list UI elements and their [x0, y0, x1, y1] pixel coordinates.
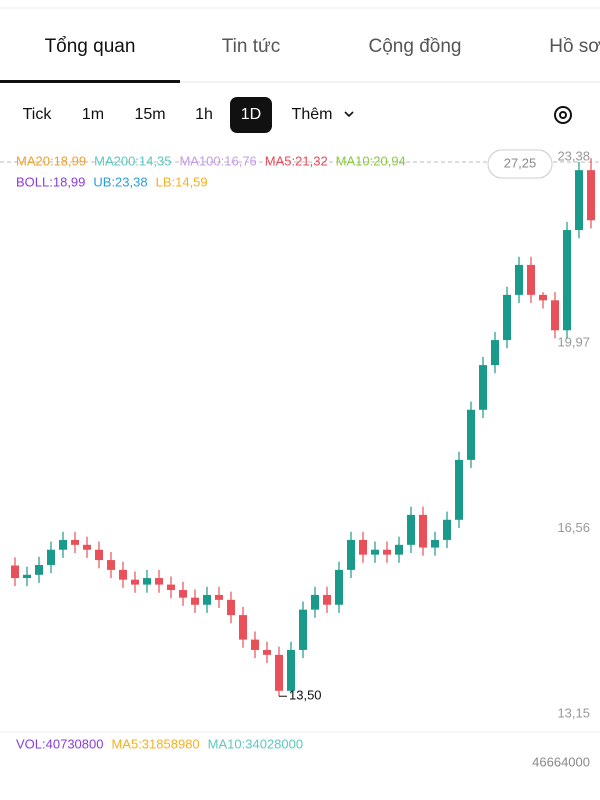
- candle-body: [35, 564, 43, 575]
- candle-body: [287, 649, 295, 691]
- tab-underline: [0, 80, 180, 83]
- indicator-label: BOLL:18,99: [16, 174, 85, 189]
- candle-body: [467, 409, 475, 460]
- candle-body: [191, 597, 199, 605]
- candle-body: [443, 519, 451, 540]
- candle-body: [491, 340, 499, 366]
- y-tick-label: 16,56: [557, 520, 590, 535]
- low-annotation: 13,50: [289, 688, 322, 703]
- candle-body: [455, 459, 463, 520]
- candle-body: [395, 544, 403, 555]
- candle-body: [11, 565, 19, 579]
- candle-body: [215, 594, 223, 600]
- candle-body: [83, 544, 91, 550]
- indicator-label: MA5:21,32: [265, 153, 328, 168]
- candle-body: [95, 549, 103, 561]
- y-tick-label: 19,97: [557, 334, 590, 349]
- candle-body: [119, 569, 127, 580]
- candle-body: [347, 539, 355, 570]
- candle-body: [179, 590, 187, 598]
- chevron: [344, 111, 354, 118]
- indicator-label: MA10:34028000: [208, 736, 303, 751]
- candle-body: [587, 170, 595, 221]
- candle-body: [479, 365, 487, 410]
- timeframe[interactable]: Thêm: [292, 106, 333, 123]
- candle-body: [359, 539, 367, 555]
- timeframe[interactable]: Tick: [23, 106, 53, 123]
- candle-body: [155, 578, 163, 585]
- gear-ring: [554, 106, 572, 124]
- indicator-label: MA5:31858980: [111, 736, 199, 751]
- tab[interactable]: Tổng quan: [45, 36, 136, 57]
- indicator-label: MA20:18,99: [16, 153, 86, 168]
- timeframe-selected: [230, 97, 272, 133]
- tab[interactable]: Cộng đồng: [369, 36, 462, 57]
- timeframe[interactable]: 15m: [134, 106, 165, 123]
- candle-body: [527, 264, 535, 295]
- volume-axis-label: 46664000: [532, 754, 590, 769]
- candle-body: [203, 594, 211, 605]
- candle-body: [59, 539, 67, 550]
- candle-body: [167, 584, 175, 591]
- candle-body: [107, 560, 115, 570]
- price-tag: 27,25: [504, 155, 537, 170]
- candle-body: [227, 599, 235, 616]
- candle-body: [251, 639, 259, 650]
- candle-body: [143, 578, 151, 585]
- gear-hub: [559, 111, 567, 119]
- y-tick-label: 13,15: [557, 706, 590, 721]
- candle-body: [563, 230, 571, 331]
- candle-body: [131, 579, 139, 585]
- settings-icon[interactable]: [554, 106, 572, 124]
- candle-body: [275, 654, 283, 691]
- candle-body: [371, 549, 379, 555]
- timeframe[interactable]: 1D: [241, 106, 261, 123]
- candle-body: [47, 549, 55, 565]
- price-tag-box: [487, 149, 553, 179]
- indicator-label: MA10:20,94: [336, 153, 406, 168]
- indicator-label: VOL:40730800: [16, 736, 103, 751]
- candle-body: [263, 649, 271, 655]
- indicator-label: LB:14,59: [156, 174, 208, 189]
- candle-body: [575, 170, 583, 231]
- candle-body: [551, 300, 559, 331]
- tab[interactable]: Hồ sơ: [549, 36, 600, 57]
- indicator-label: MA200:14,35: [94, 153, 171, 168]
- candle-body: [71, 539, 79, 545]
- indicator-label: UB:23,38: [93, 174, 147, 189]
- candle-body: [311, 594, 319, 610]
- candle-body: [23, 574, 31, 579]
- candle-body: [419, 514, 427, 548]
- tab[interactable]: Tin tức: [222, 36, 280, 57]
- candle-body: [335, 569, 343, 605]
- candle-body: [503, 294, 511, 341]
- candle-body: [539, 294, 547, 301]
- candle-body: [431, 539, 439, 548]
- candle-body: [239, 615, 247, 640]
- candle-body: [323, 594, 331, 605]
- timeframe[interactable]: 1h: [195, 106, 213, 123]
- candle-body: [383, 549, 391, 555]
- timeframe[interactable]: 1m: [82, 106, 104, 123]
- y-tick-label: 23,38: [557, 149, 590, 164]
- candle-body: [299, 609, 307, 650]
- candle-body: [515, 264, 523, 295]
- indicator-label: MA100:16,76: [179, 153, 256, 168]
- candle-body: [407, 514, 415, 545]
